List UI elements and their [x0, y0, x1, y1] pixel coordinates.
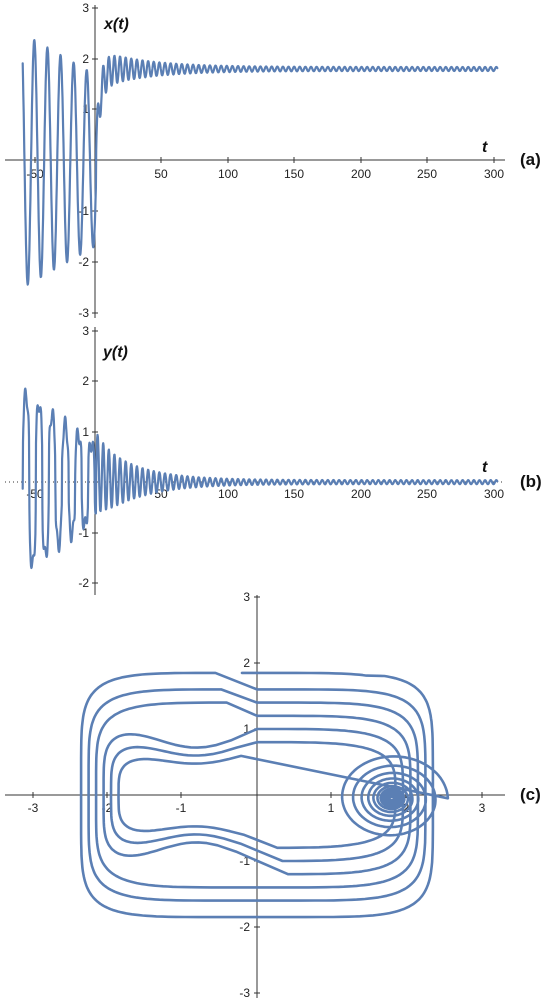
panel-c-ytick: -1 — [239, 854, 250, 868]
panel-a-xtick: 300 — [484, 167, 504, 181]
panel-b-series-line — [21, 387, 499, 570]
panel-a-series-line — [21, 39, 499, 286]
panel-c-label: (c) — [520, 785, 541, 804]
panel-b-ytick: 2 — [82, 374, 89, 388]
panel-a-xtick: 100 — [218, 167, 238, 181]
panel-b-ytick: -1 — [78, 526, 89, 540]
panel-b-xtick: 200 — [351, 487, 371, 501]
panel-b-ytick: 1 — [82, 425, 89, 439]
panel-c-series-line — [79, 671, 450, 919]
panel-a-ylabel: x(t) — [103, 16, 129, 33]
panel-b-ytick: 3 — [82, 324, 89, 338]
panel-c-xtick: 3 — [479, 801, 486, 815]
panel-b-ticks — [92, 330, 98, 584]
panel-c-ytick: 2 — [243, 656, 250, 670]
panel-b-xtick: 150 — [284, 487, 304, 501]
panel-b-ylabel: y(t) — [102, 344, 128, 361]
panel-a-ytick: 3 — [82, 1, 89, 15]
panel-a-xtick: 250 — [417, 167, 437, 181]
panel-a-xtick: 200 — [351, 167, 371, 181]
panel-a-ytick: -2 — [78, 255, 89, 269]
panel-a-ytick: -3 — [78, 306, 89, 320]
panel-a-xtick: -50 — [26, 167, 44, 181]
panel-a-ytick: 1 — [82, 102, 89, 116]
panel-c-xtick: 1 — [328, 801, 335, 815]
panel-a: -50 50 100 150 200 250 300 3 2 1 -1 -2 -… — [5, 1, 541, 320]
panel-a-label: (a) — [520, 150, 541, 169]
panel-b-xtick: 100 — [218, 487, 238, 501]
panel-b-xtick: 300 — [484, 487, 504, 501]
panel-a-ytick: -1 — [78, 204, 89, 218]
panel-b-label: (b) — [520, 472, 542, 491]
panel-a-ytick: 2 — [82, 52, 89, 66]
panel-c: -3 -2 -1 1 2 3 3 2 1 -1 -2 -3 (c) — [5, 590, 541, 1000]
panel-c-ytick: -3 — [239, 986, 250, 1000]
panel-c-xtick: -2 — [102, 801, 113, 815]
panel-c-xtick: -3 — [28, 801, 39, 815]
panel-c-ytick: 3 — [243, 590, 250, 604]
panel-a-xtick: 50 — [154, 167, 168, 181]
panel-b-ytick: -2 — [78, 576, 89, 590]
panel-c-ytick: 1 — [243, 722, 250, 736]
panel-c-ytick: -2 — [239, 920, 250, 934]
panel-c-xtick: -1 — [176, 801, 187, 815]
panel-b-xlabel: t — [482, 459, 488, 476]
panel-b-xtick: 250 — [417, 487, 437, 501]
panel-a-xlabel: t — [482, 139, 488, 156]
panel-c-xtick: 2 — [403, 801, 410, 815]
panel-a-xtick: 150 — [284, 167, 304, 181]
panel-b: -50 50 100 150 200 250 300 3 2 1 -1 -2 y… — [5, 324, 542, 595]
